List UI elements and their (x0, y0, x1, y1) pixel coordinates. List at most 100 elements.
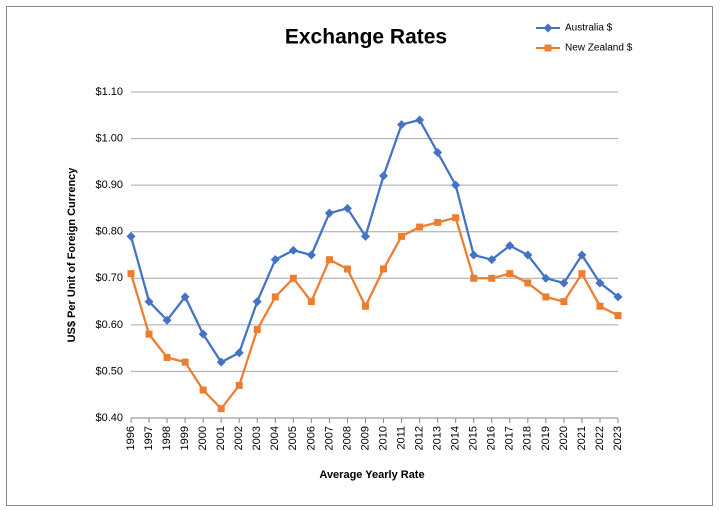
data-point (380, 265, 388, 273)
data-point (415, 115, 425, 125)
x-tick-label: 2021 (576, 426, 588, 450)
y-axis-title: US$ Per Unit of Foreign Currency (66, 167, 78, 343)
data-point (451, 180, 461, 190)
data-point (433, 148, 443, 158)
data-point (217, 405, 225, 413)
data-point (379, 171, 389, 181)
x-tick-label: 2006 (305, 426, 317, 450)
data-point (253, 326, 261, 334)
data-point (397, 120, 407, 130)
legend-label: Australia $ (565, 23, 613, 34)
data-point (416, 223, 424, 231)
data-point (198, 329, 208, 339)
data-point (288, 245, 298, 255)
x-tick-label: 2007 (323, 426, 335, 450)
x-tick-label: 2019 (540, 426, 552, 450)
data-point (234, 348, 244, 358)
data-point (541, 273, 551, 283)
x-tick-label: 2004 (269, 426, 281, 450)
x-tick-label: 2002 (233, 426, 245, 450)
y-tick-label: $0.70 (95, 272, 123, 284)
x-tick-label: 1998 (161, 426, 173, 450)
y-tick-label: $0.80 (95, 226, 123, 238)
data-point (595, 278, 605, 288)
data-point (127, 270, 135, 278)
data-point (163, 353, 171, 361)
data-point (614, 312, 622, 320)
data-point (252, 297, 262, 307)
data-point (487, 255, 497, 265)
x-tick-label: 1999 (179, 426, 191, 450)
data-point (324, 208, 334, 218)
data-point (144, 297, 154, 307)
x-tick-label: 2013 (432, 426, 444, 450)
x-tick-label: 2023 (612, 426, 624, 450)
legend-marker (543, 23, 553, 33)
y-tick-label: $1.00 (95, 132, 123, 144)
series-line (129, 216, 619, 411)
data-point (434, 218, 442, 226)
x-tick-label: 2022 (594, 426, 606, 450)
data-point (469, 250, 479, 260)
legend-marker (544, 44, 552, 52)
chart-title: Exchange Rates (285, 26, 447, 49)
y-tick-label: $0.40 (95, 412, 123, 424)
x-tick-label: 1996 (125, 426, 137, 450)
data-point (523, 250, 533, 260)
data-point (506, 270, 514, 278)
data-point (578, 270, 586, 278)
data-point (470, 274, 478, 282)
data-point (235, 381, 243, 389)
data-point (216, 357, 226, 367)
y-tick-label: $1.10 (95, 86, 123, 98)
x-tick-label: 2000 (197, 426, 209, 450)
data-point (307, 298, 315, 306)
data-point (488, 274, 496, 282)
y-tick-label: $0.60 (95, 319, 123, 331)
series-line (129, 118, 619, 364)
data-point (199, 386, 207, 394)
data-point (452, 214, 460, 222)
x-tick-label: 2008 (341, 426, 353, 450)
x-tick-label: 2003 (251, 426, 263, 450)
legend-label: New Zealand $ (565, 43, 633, 54)
data-point (360, 231, 370, 241)
x-tick-label: 2005 (287, 426, 299, 450)
data-point (596, 302, 604, 310)
data-point (145, 330, 153, 338)
data-point (126, 231, 136, 241)
data-point (180, 292, 190, 302)
data-point (577, 250, 587, 260)
data-point (342, 203, 352, 213)
data-point (524, 279, 532, 287)
data-point (270, 255, 280, 265)
data-point (361, 302, 369, 310)
data-point (613, 292, 623, 302)
y-tick-label: $0.90 (95, 179, 123, 191)
data-point (325, 256, 333, 264)
x-tick-label: 2010 (377, 426, 389, 450)
data-point (398, 232, 406, 240)
data-point (162, 315, 172, 325)
x-tick-label: 1997 (143, 426, 155, 450)
x-tick-label: 2012 (413, 426, 425, 450)
data-point (271, 293, 279, 301)
x-tick-label: 2018 (522, 426, 534, 450)
data-point (306, 250, 316, 260)
x-tick-label: 2017 (504, 426, 516, 450)
x-tick-label: 2015 (468, 426, 480, 450)
data-point (505, 241, 515, 251)
x-axis-title: Average Yearly Rate (319, 469, 424, 481)
data-point (181, 358, 189, 366)
x-tick-label: 2016 (486, 426, 498, 450)
x-tick-label: 2011 (395, 426, 407, 450)
x-tick-label: 2001 (215, 426, 227, 450)
data-point (559, 278, 569, 288)
data-point (560, 298, 568, 306)
chart-frame (6, 6, 713, 506)
y-tick-label: $0.50 (95, 365, 123, 377)
data-point (542, 293, 550, 301)
x-tick-label: 2020 (558, 426, 570, 450)
x-tick-label: 2009 (359, 426, 371, 450)
